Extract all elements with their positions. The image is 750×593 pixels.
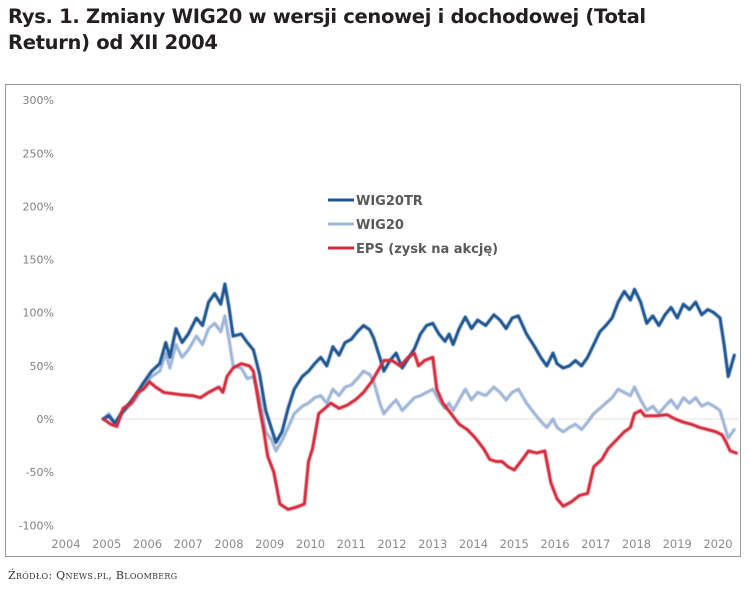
chart-frame: -100% -50% 0% 50% 100% 150% 200% 250% 300% 2004 2… xyxy=(5,84,742,557)
x-tick-label: 2018 xyxy=(622,537,651,551)
legend: WIG20TR WIG20 EPS (zysk na akcję) xyxy=(328,194,498,257)
legend-label: WIG20 xyxy=(356,218,404,233)
y-tick-label: -100% xyxy=(19,519,54,532)
x-axis: 2004 2005 2006 2007 2008 2009 2010 2011 2012 2013… xyxy=(51,537,732,551)
x-tick-label: 2008 xyxy=(214,537,243,551)
y-tick-label: -50% xyxy=(26,466,54,479)
series-line-wig20tr xyxy=(101,282,736,444)
x-tick-label: 2013 xyxy=(418,537,447,551)
x-tick-label: 2016 xyxy=(540,537,569,551)
chart-title: Rys. 1. Zmiany WIG20 w wersji cenowej i … xyxy=(8,5,646,54)
source-note: Źródło: Qnews.pl, Bloomberg xyxy=(8,569,178,582)
series-layer xyxy=(101,282,738,511)
legend-label: EPS (zysk na akcję) xyxy=(356,242,498,257)
x-tick-label: 2011 xyxy=(337,537,366,551)
x-tick-label: 2020 xyxy=(703,537,732,551)
x-tick-label: 2017 xyxy=(581,537,610,551)
series-line-eps xyxy=(101,351,738,511)
legend-label: WIG20TR xyxy=(356,194,423,209)
x-tick-label: 2007 xyxy=(174,537,203,551)
x-tick-label: 2012 xyxy=(377,537,406,551)
y-tick-label: 50% xyxy=(30,360,54,373)
x-tick-label: 2006 xyxy=(133,537,162,551)
y-tick-label: 100% xyxy=(23,307,54,320)
x-tick-label: 2019 xyxy=(663,537,692,551)
x-tick-label: 2004 xyxy=(51,537,80,551)
line-chart: -100%-50%0%50%100%150%200%250%300% 2004 2… xyxy=(19,94,742,551)
series-line-wig20 xyxy=(101,314,736,453)
x-tick-label: 2015 xyxy=(500,537,529,551)
y-tick-label: 300% xyxy=(23,94,54,107)
y-tick-label: 250% xyxy=(23,147,54,160)
x-tick-label: 2009 xyxy=(255,537,284,551)
x-tick-label: 2005 xyxy=(92,537,121,551)
y-tick-label: 150% xyxy=(23,254,54,267)
y-axis: -100% -50% 0% 50% 100% 150% 200% 250% 300% xyxy=(19,94,54,532)
y-tick-label: 0% xyxy=(37,413,54,426)
x-tick-label: 2010 xyxy=(296,537,325,551)
y-tick-label: 200% xyxy=(23,200,54,213)
x-tick-label: 2014 xyxy=(459,537,488,551)
